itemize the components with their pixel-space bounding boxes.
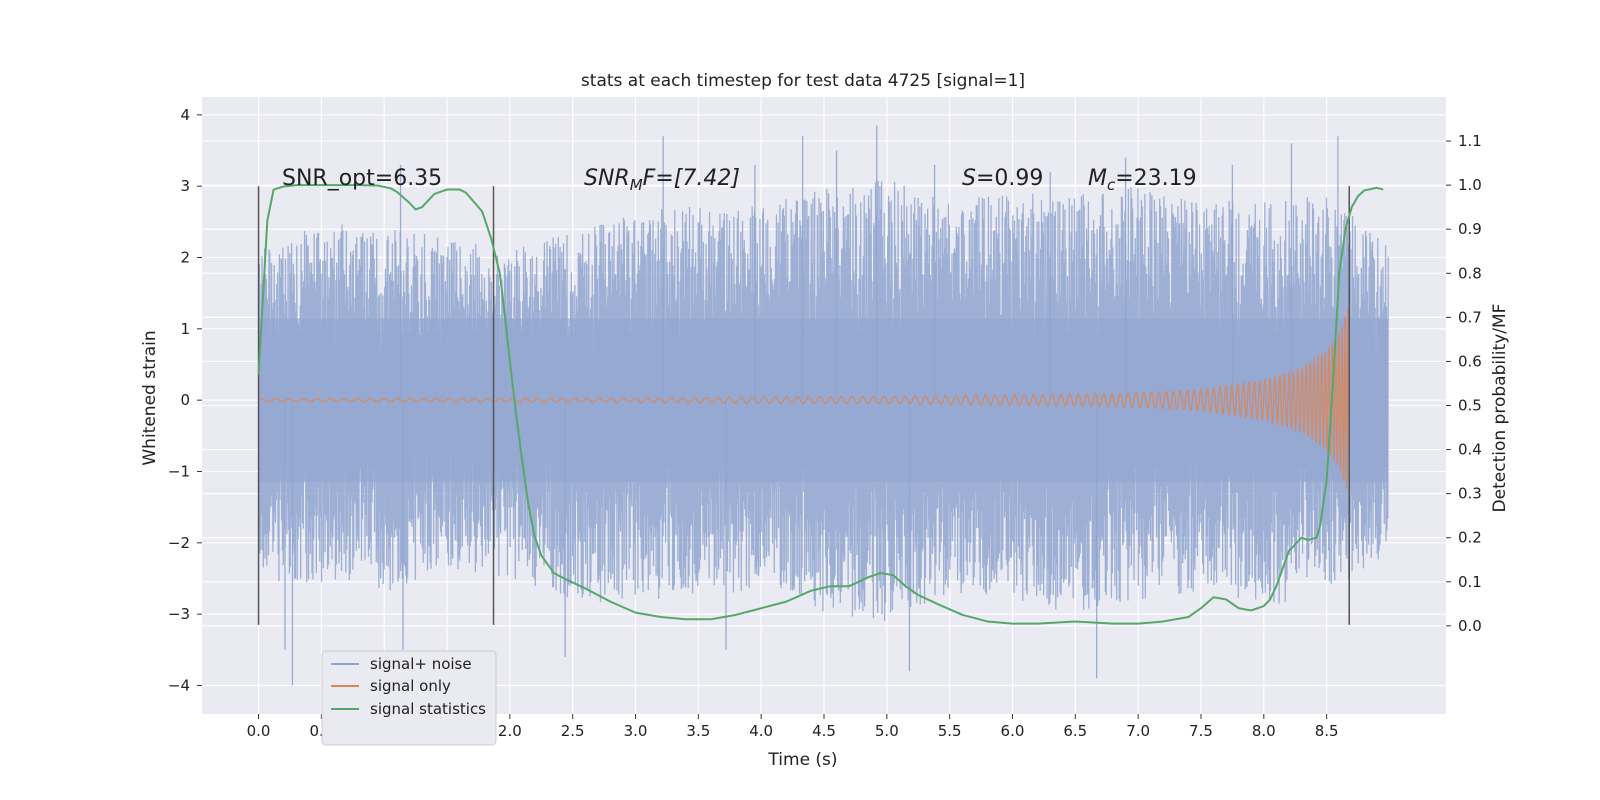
x-tick-label: 2.0	[498, 722, 522, 740]
snr-mf-main: SNR	[584, 166, 630, 191]
y-right-tick-label: 0.2	[1458, 529, 1482, 547]
annotation-mc: Mc=23.19	[1088, 166, 1197, 194]
y-right-tick-label: 0.1	[1458, 573, 1482, 591]
y-right-tick-label: 0.3	[1458, 485, 1482, 503]
y-tick-label: −2	[168, 534, 190, 552]
legend: signal+ noise signal only signal statist…	[321, 650, 497, 746]
x-tick-label: 5.5	[938, 722, 962, 740]
y-right-tick-label: 0.0	[1458, 617, 1482, 635]
x-tick-label: 8.0	[1252, 722, 1276, 740]
vertical-markers	[257, 186, 1350, 625]
x-tick-label: 7.0	[1126, 722, 1150, 740]
x-tick-label: 3.0	[624, 722, 648, 740]
annotation-snr-opt: SNR_opt=6.35	[282, 166, 442, 191]
y-right-axis-ticks: 0.0 0.1 0.2 0.3 0.4 0.5 0.6 0.7 0.8 0.9 1.0 1.1	[1446, 132, 1482, 635]
y-right-tick-label: 0.8	[1458, 264, 1482, 282]
y-right-tick-label: 0.4	[1458, 441, 1482, 459]
x-tick-label: 3.5	[686, 722, 710, 740]
y-right-tick-label: 0.9	[1458, 220, 1482, 238]
y-tick-label: −1	[168, 462, 190, 480]
mc-main: M	[1088, 166, 1107, 191]
x-tick-label: 6.5	[1063, 722, 1087, 740]
y-right-axis-label: Detection probability/MF	[1490, 304, 1510, 513]
legend-box	[321, 650, 497, 746]
y-right-tick-label: 0.6	[1458, 352, 1482, 370]
y-right-tick-label: 0.7	[1458, 308, 1482, 326]
legend-label-signal-statistics: signal statistics	[370, 700, 486, 718]
x-axis-label: Time (s)	[767, 750, 837, 770]
x-tick-label: 8.5	[1315, 722, 1339, 740]
signal-only-trace	[258, 306, 1350, 489]
mc-rest: =23.19	[1115, 166, 1196, 191]
y-axis-label: Whitened strain	[140, 330, 160, 465]
x-tick-label: 2.5	[561, 722, 585, 740]
x-tick-label: 6.0	[1001, 722, 1025, 740]
plot-area	[202, 97, 1446, 714]
legend-label-signal-only: signal only	[370, 677, 451, 695]
y-axis-ticks: −4 −3 −2 −1 0 1 2 3 4	[168, 106, 202, 694]
annotation-s: S=0.99	[962, 166, 1043, 191]
series-signal-only	[258, 306, 1350, 489]
x-tick-label: 4.5	[812, 722, 836, 740]
s-rest: =0.99	[976, 166, 1043, 191]
x-tick-label: 4.0	[749, 722, 773, 740]
y-tick-label: −3	[168, 605, 190, 623]
annotation-snr-mf: SNRMF=[7.42]	[584, 166, 740, 194]
y-tick-label: 0	[180, 391, 190, 409]
s-main: S	[962, 166, 976, 191]
legend-label-signal-plus-noise: signal+ noise	[370, 655, 472, 673]
x-tick-label: 7.5	[1189, 722, 1213, 740]
y-tick-label: 1	[180, 320, 190, 338]
signal-statistics-line	[257, 184, 1384, 625]
y-right-tick-label: 0.5	[1458, 397, 1482, 415]
snr-mf-subscript: M	[630, 176, 643, 194]
x-tick-label: 0.0	[247, 722, 271, 740]
y-tick-label: 3	[180, 177, 190, 195]
snr-mf-rest: F=[7.42]	[643, 166, 740, 191]
y-right-tick-label: 1.1	[1458, 132, 1482, 150]
y-tick-label: −4	[168, 676, 190, 694]
y-tick-label: 4	[180, 106, 190, 124]
y-tick-label: 2	[180, 248, 190, 266]
x-tick-label: 5.0	[875, 722, 899, 740]
y-right-tick-label: 1.0	[1458, 176, 1482, 194]
series-signal-statistics	[257, 184, 1384, 625]
mc-subscript: c	[1107, 176, 1116, 194]
chart-title: stats at each timestep for test data 472…	[581, 71, 1025, 91]
